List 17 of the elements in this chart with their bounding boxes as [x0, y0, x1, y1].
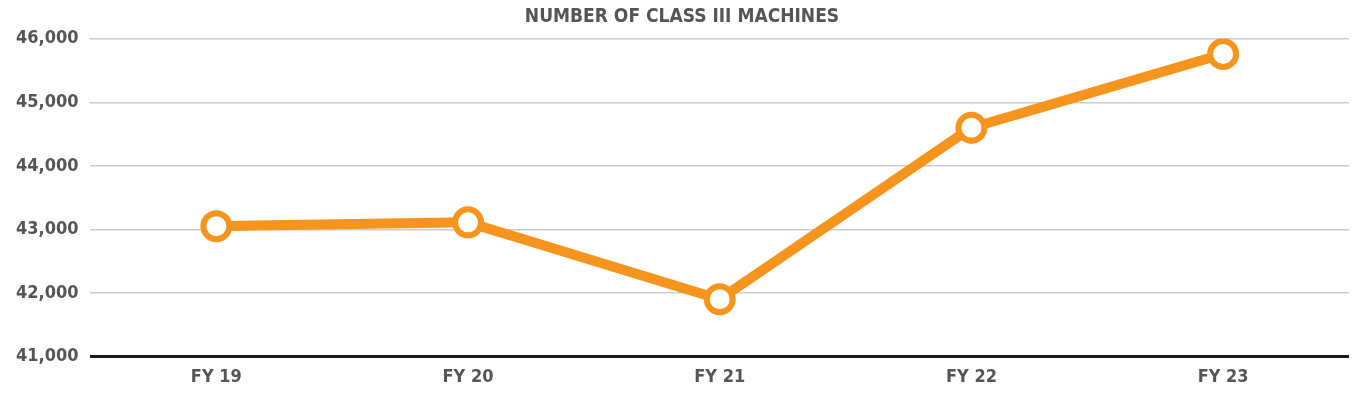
y-tick-label: 45,000 [15, 89, 79, 111]
chart-title: NUMBER OF CLASS III MACHINES [524, 4, 840, 27]
x-tick-label: FY 22 [945, 364, 997, 386]
point [452, 206, 485, 239]
x-tick-label: FY 23 [1197, 364, 1249, 386]
y-tick-label: 46,000 [15, 26, 79, 48]
y-tick-label: 42,000 [15, 280, 79, 302]
y-tick-label: 41,000 [15, 344, 79, 366]
point [200, 210, 233, 243]
y-tick-label: 44,000 [15, 153, 79, 175]
x-tick-label: FY 19 [190, 364, 242, 386]
x-tick-label: FY 20 [442, 364, 494, 386]
point [703, 283, 736, 316]
point [1207, 38, 1240, 71]
point [955, 111, 988, 144]
x-tick-label: FY 21 [694, 364, 746, 386]
y-tick-label: 43,000 [15, 217, 79, 239]
